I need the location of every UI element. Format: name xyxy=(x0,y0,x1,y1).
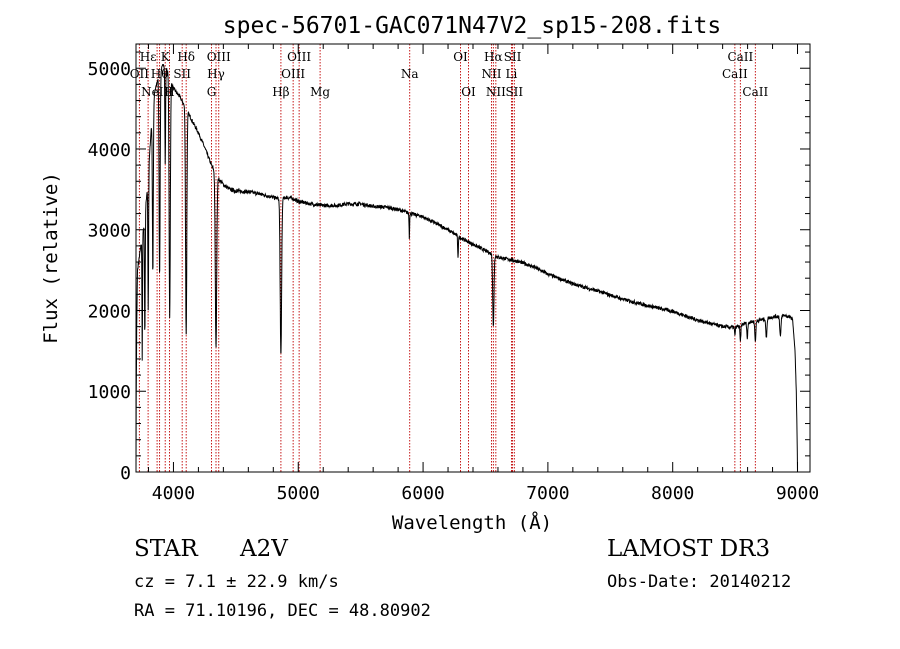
x-axis-label: Wavelength (Å) xyxy=(392,511,552,534)
line-label-13: OIII xyxy=(281,67,305,81)
line-label-7: Hδ xyxy=(177,50,195,64)
x-tick-label-4: 8000 xyxy=(651,483,694,504)
y-axis-label: Flux (relative) xyxy=(40,172,62,344)
line-label-4: NeIII xyxy=(141,85,173,99)
line-label-17: OI xyxy=(461,85,476,99)
line-label-11: Hβ xyxy=(272,85,289,99)
line-label-5: H xyxy=(164,85,174,99)
plot-frame xyxy=(135,43,811,473)
x-tick-label-5: 9000 xyxy=(776,483,819,504)
line-label-23: SII xyxy=(505,85,523,99)
x-tick-label-0: 4000 xyxy=(152,483,195,504)
observation-date: Obs-Date: 20140212 xyxy=(607,572,792,592)
line-label-21: SII xyxy=(504,50,522,64)
line-label-25: CaII xyxy=(722,67,748,81)
line-label-8: OIII xyxy=(207,50,231,64)
chart-title: spec-56701-GAC071N47V2_sp15-208.fits xyxy=(223,13,722,39)
x-tick-label-2: 6000 xyxy=(401,483,444,504)
redshift-value: cz = 7.1 ± 22.9 km/s xyxy=(134,572,339,592)
line-label-1: OII xyxy=(130,67,150,81)
line-label-24: CaII xyxy=(727,50,753,64)
line-label-20: NII xyxy=(486,85,506,99)
line-label-14: Mg xyxy=(310,85,330,99)
x-tick-label-1: 5000 xyxy=(277,483,320,504)
line-label-0: Hε xyxy=(140,50,157,64)
line-label-2: K xyxy=(161,50,171,64)
line-label-6: SII xyxy=(173,67,191,81)
line-label-10: G xyxy=(207,85,217,99)
line-label-12: OIII xyxy=(287,50,311,64)
survey-name: LAMOST DR3 xyxy=(607,536,771,562)
line-label-26: CaII xyxy=(742,85,768,99)
line-label-3: Hθ xyxy=(151,67,169,81)
line-label-22: Li xyxy=(506,67,518,81)
spectrum-line xyxy=(135,63,798,473)
x-tick-label-3: 7000 xyxy=(526,483,569,504)
line-label-9: Hγ xyxy=(207,67,225,81)
y-tick-label-1: 1000 xyxy=(88,382,131,403)
y-tick-label-0: 0 xyxy=(120,463,131,484)
y-tick-label-5: 5000 xyxy=(88,59,131,80)
y-tick-label-4: 4000 xyxy=(88,140,131,161)
line-label-16: OI xyxy=(453,50,468,64)
object-class: STAR xyxy=(134,536,198,562)
spectral-subclass: A2V xyxy=(240,536,288,562)
line-label-19: NII xyxy=(481,67,501,81)
coordinates: RA = 71.10196, DEC = 48.80902 xyxy=(134,601,431,621)
line-label-15: Na xyxy=(401,67,419,81)
y-tick-label-3: 3000 xyxy=(88,221,131,242)
line-label-18: Hα xyxy=(484,50,503,64)
y-tick-label-2: 2000 xyxy=(88,301,131,322)
